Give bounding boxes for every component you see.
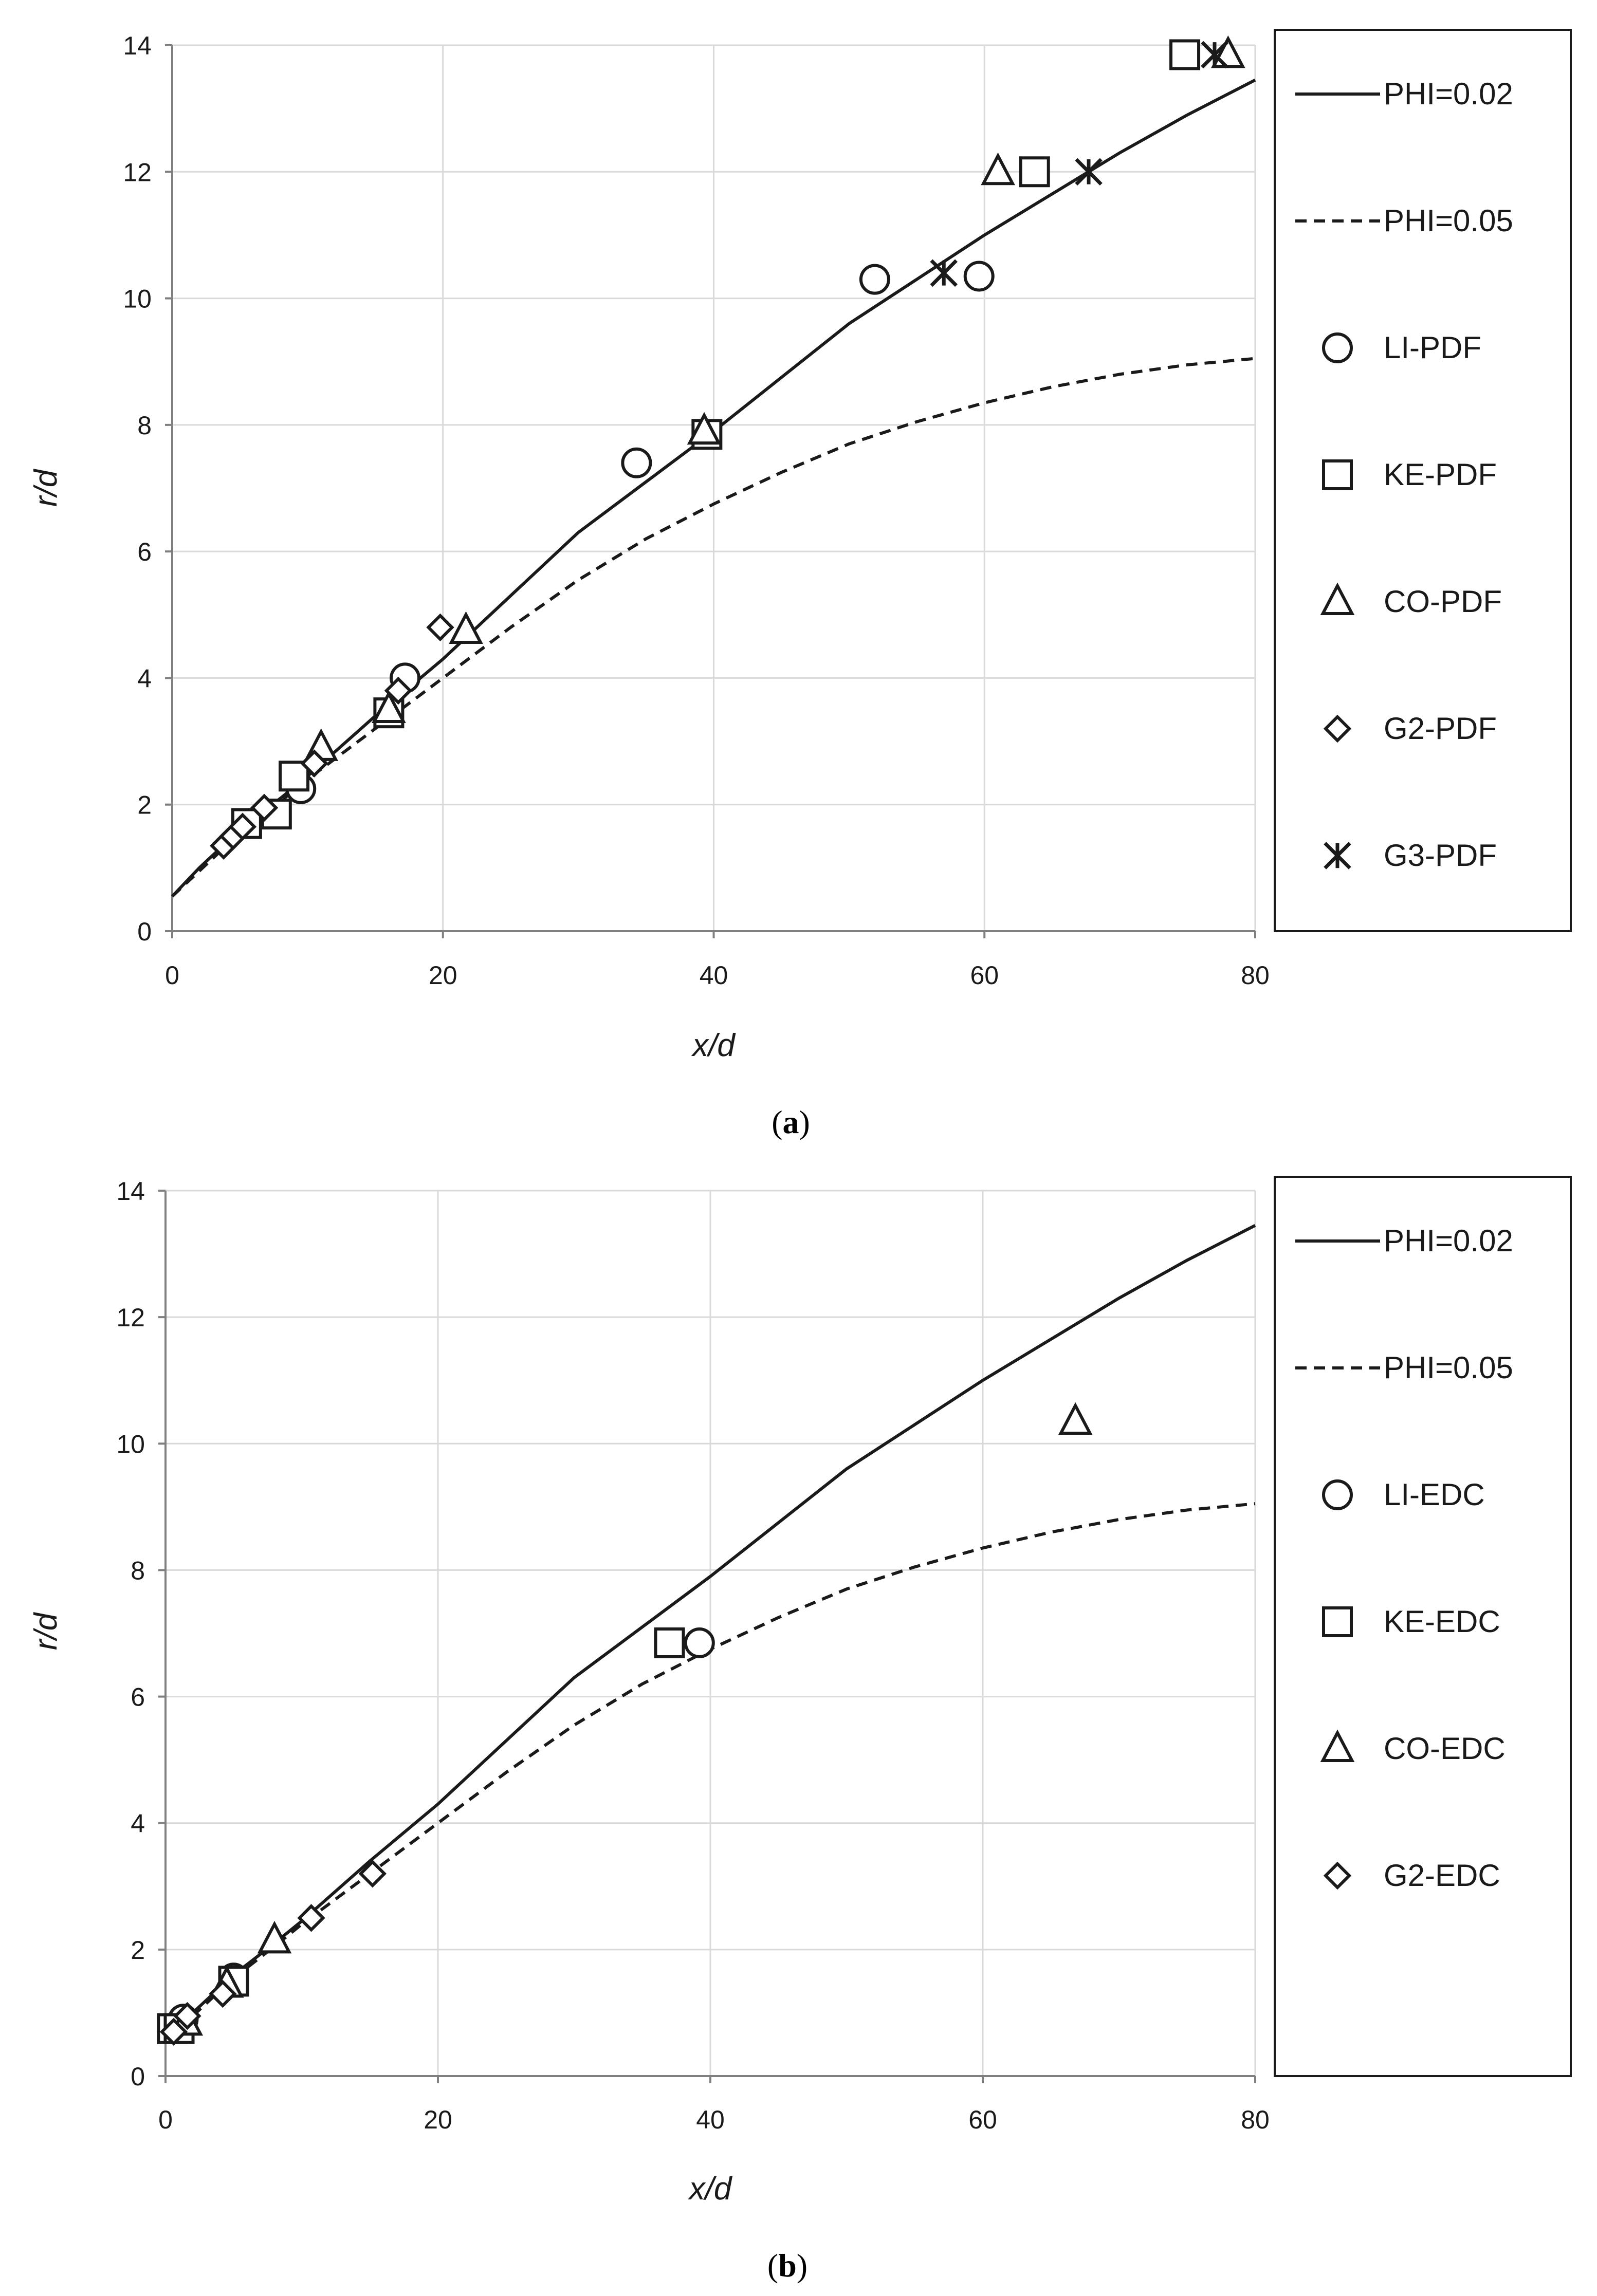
point-ke-pdf (1169, 39, 1201, 70)
chart-panel-b: 0 20 40 60 80 0 2 4 6 8 10 12 14 x/d r/d PHI=0.02 PHI=0.… (28, 1176, 1572, 2284)
point-ke-pdf (279, 761, 310, 792)
legend-label: PHI=0.05 (1384, 203, 1513, 238)
y-axis-label: r/d (28, 1612, 64, 1650)
y-tick-label: 10 (116, 1430, 145, 1458)
point-g2-edc (209, 1979, 237, 2008)
x-tick-label: 0 (165, 961, 179, 990)
point-co-pdf (449, 611, 483, 644)
point-co-pdf (687, 412, 722, 445)
point-g2-edc (358, 1859, 387, 1888)
point-li-edc (684, 1627, 715, 1658)
y-axis-label: r/d (28, 468, 64, 507)
legend-label: CO-PDF (1384, 584, 1502, 619)
point-g2-pdf (426, 613, 454, 642)
x-tick-label: 80 (1241, 2105, 1270, 2134)
y-tick-label: 0 (137, 917, 152, 946)
x-tick-label: 40 (700, 961, 728, 990)
y-tick-label: 12 (116, 1303, 145, 1332)
legend-label: KE-PDF (1384, 457, 1497, 492)
y-tick-label: 10 (123, 285, 152, 313)
legend-label: PHI=0.02 (1384, 77, 1513, 111)
legend-label: CO-EDC (1384, 1731, 1506, 1766)
y-tick-label: 14 (123, 31, 152, 60)
legend-marker-ke-edc (1322, 1606, 1353, 1637)
point-g2-pdf (228, 812, 257, 841)
legend-label: PHI=0.02 (1384, 1224, 1513, 1258)
chart-panel-a: 0 20 40 60 80 0 2 4 6 8 10 12 14 x/d r/d PHI=0.02 PHI=0.… (28, 29, 1572, 1140)
y-tick-label: 2 (137, 791, 152, 820)
point-li-pdf (859, 264, 890, 295)
legend-label: KE-EDC (1384, 1604, 1500, 1639)
legend-box (1274, 29, 1572, 932)
point-g2-pdf (250, 793, 279, 822)
point-co-edc (1058, 1402, 1093, 1435)
point-g3-pdf (930, 259, 958, 287)
panel-caption: (b) (767, 2247, 807, 2284)
x-tick-label: 60 (970, 961, 999, 990)
curve-phi-0-02 (171, 79, 1256, 898)
point-co-pdf (981, 152, 1015, 186)
legend-label: G2-EDC (1384, 1858, 1500, 1893)
point-g2-pdf (384, 676, 413, 705)
x-tick-label: 60 (968, 2105, 997, 2134)
x-tick-label: 20 (424, 2105, 452, 2134)
x-tick-label: 80 (1241, 961, 1270, 990)
legend-label: G3-PDF (1384, 838, 1497, 873)
point-g2-edc (159, 2017, 188, 2046)
point-li-pdf (621, 447, 652, 478)
point-g2-edc (297, 1904, 325, 1932)
point-g2-edc (173, 2002, 201, 2030)
panel-caption: (a) (772, 1104, 810, 1140)
legend-marker-g2-pdf (1323, 714, 1352, 743)
y-tick-label: 4 (131, 1809, 145, 1838)
legend-marker-g3-pdf (1324, 842, 1351, 869)
y-tick-label: 8 (131, 1556, 145, 1585)
legend-marker-li-pdf (1322, 332, 1353, 363)
point-g3-pdf (1075, 158, 1103, 186)
point-co-edc (257, 1920, 292, 1954)
curve-phi-0-05 (171, 357, 1256, 898)
point-li-pdf (963, 261, 995, 292)
legend-label: LI-EDC (1384, 1477, 1485, 1512)
legend-label: PHI=0.05 (1384, 1350, 1513, 1385)
legend-marker-co-pdf (1320, 582, 1355, 615)
y-tick-label: 8 (137, 411, 152, 440)
legend-marker-li-edc (1322, 1479, 1353, 1510)
x-tick-label: 40 (696, 2105, 725, 2134)
legend-label: LI-PDF (1384, 330, 1481, 365)
legend-box (1274, 1176, 1572, 2077)
y-tick-label: 4 (137, 664, 152, 693)
x-axis-label: x/d (691, 1028, 736, 1063)
legend-marker-ke-pdf (1322, 459, 1353, 490)
point-g3-pdf (1201, 41, 1228, 69)
x-tick-label: 20 (429, 961, 457, 990)
x-axis-label: x/d (688, 2171, 733, 2207)
y-tick-label: 2 (131, 1936, 145, 1965)
legend-label: G2-PDF (1384, 711, 1497, 746)
legend-marker-co-edc (1320, 1729, 1355, 1762)
legend-marker-g2-edc (1323, 1861, 1352, 1890)
point-co-pdf (372, 690, 406, 723)
y-tick-label: 0 (131, 2062, 145, 2091)
y-tick-label: 14 (116, 1177, 145, 1206)
y-tick-label: 12 (123, 158, 152, 187)
point-g2-pdf (300, 749, 328, 777)
curve-phi-0-05 (164, 1502, 1256, 2043)
point-ke-pdf (1019, 156, 1050, 188)
y-tick-label: 6 (131, 1683, 145, 1712)
x-tick-label: 0 (158, 2105, 173, 2134)
y-tick-label: 6 (137, 538, 152, 566)
point-ke-edc (654, 1627, 685, 1658)
